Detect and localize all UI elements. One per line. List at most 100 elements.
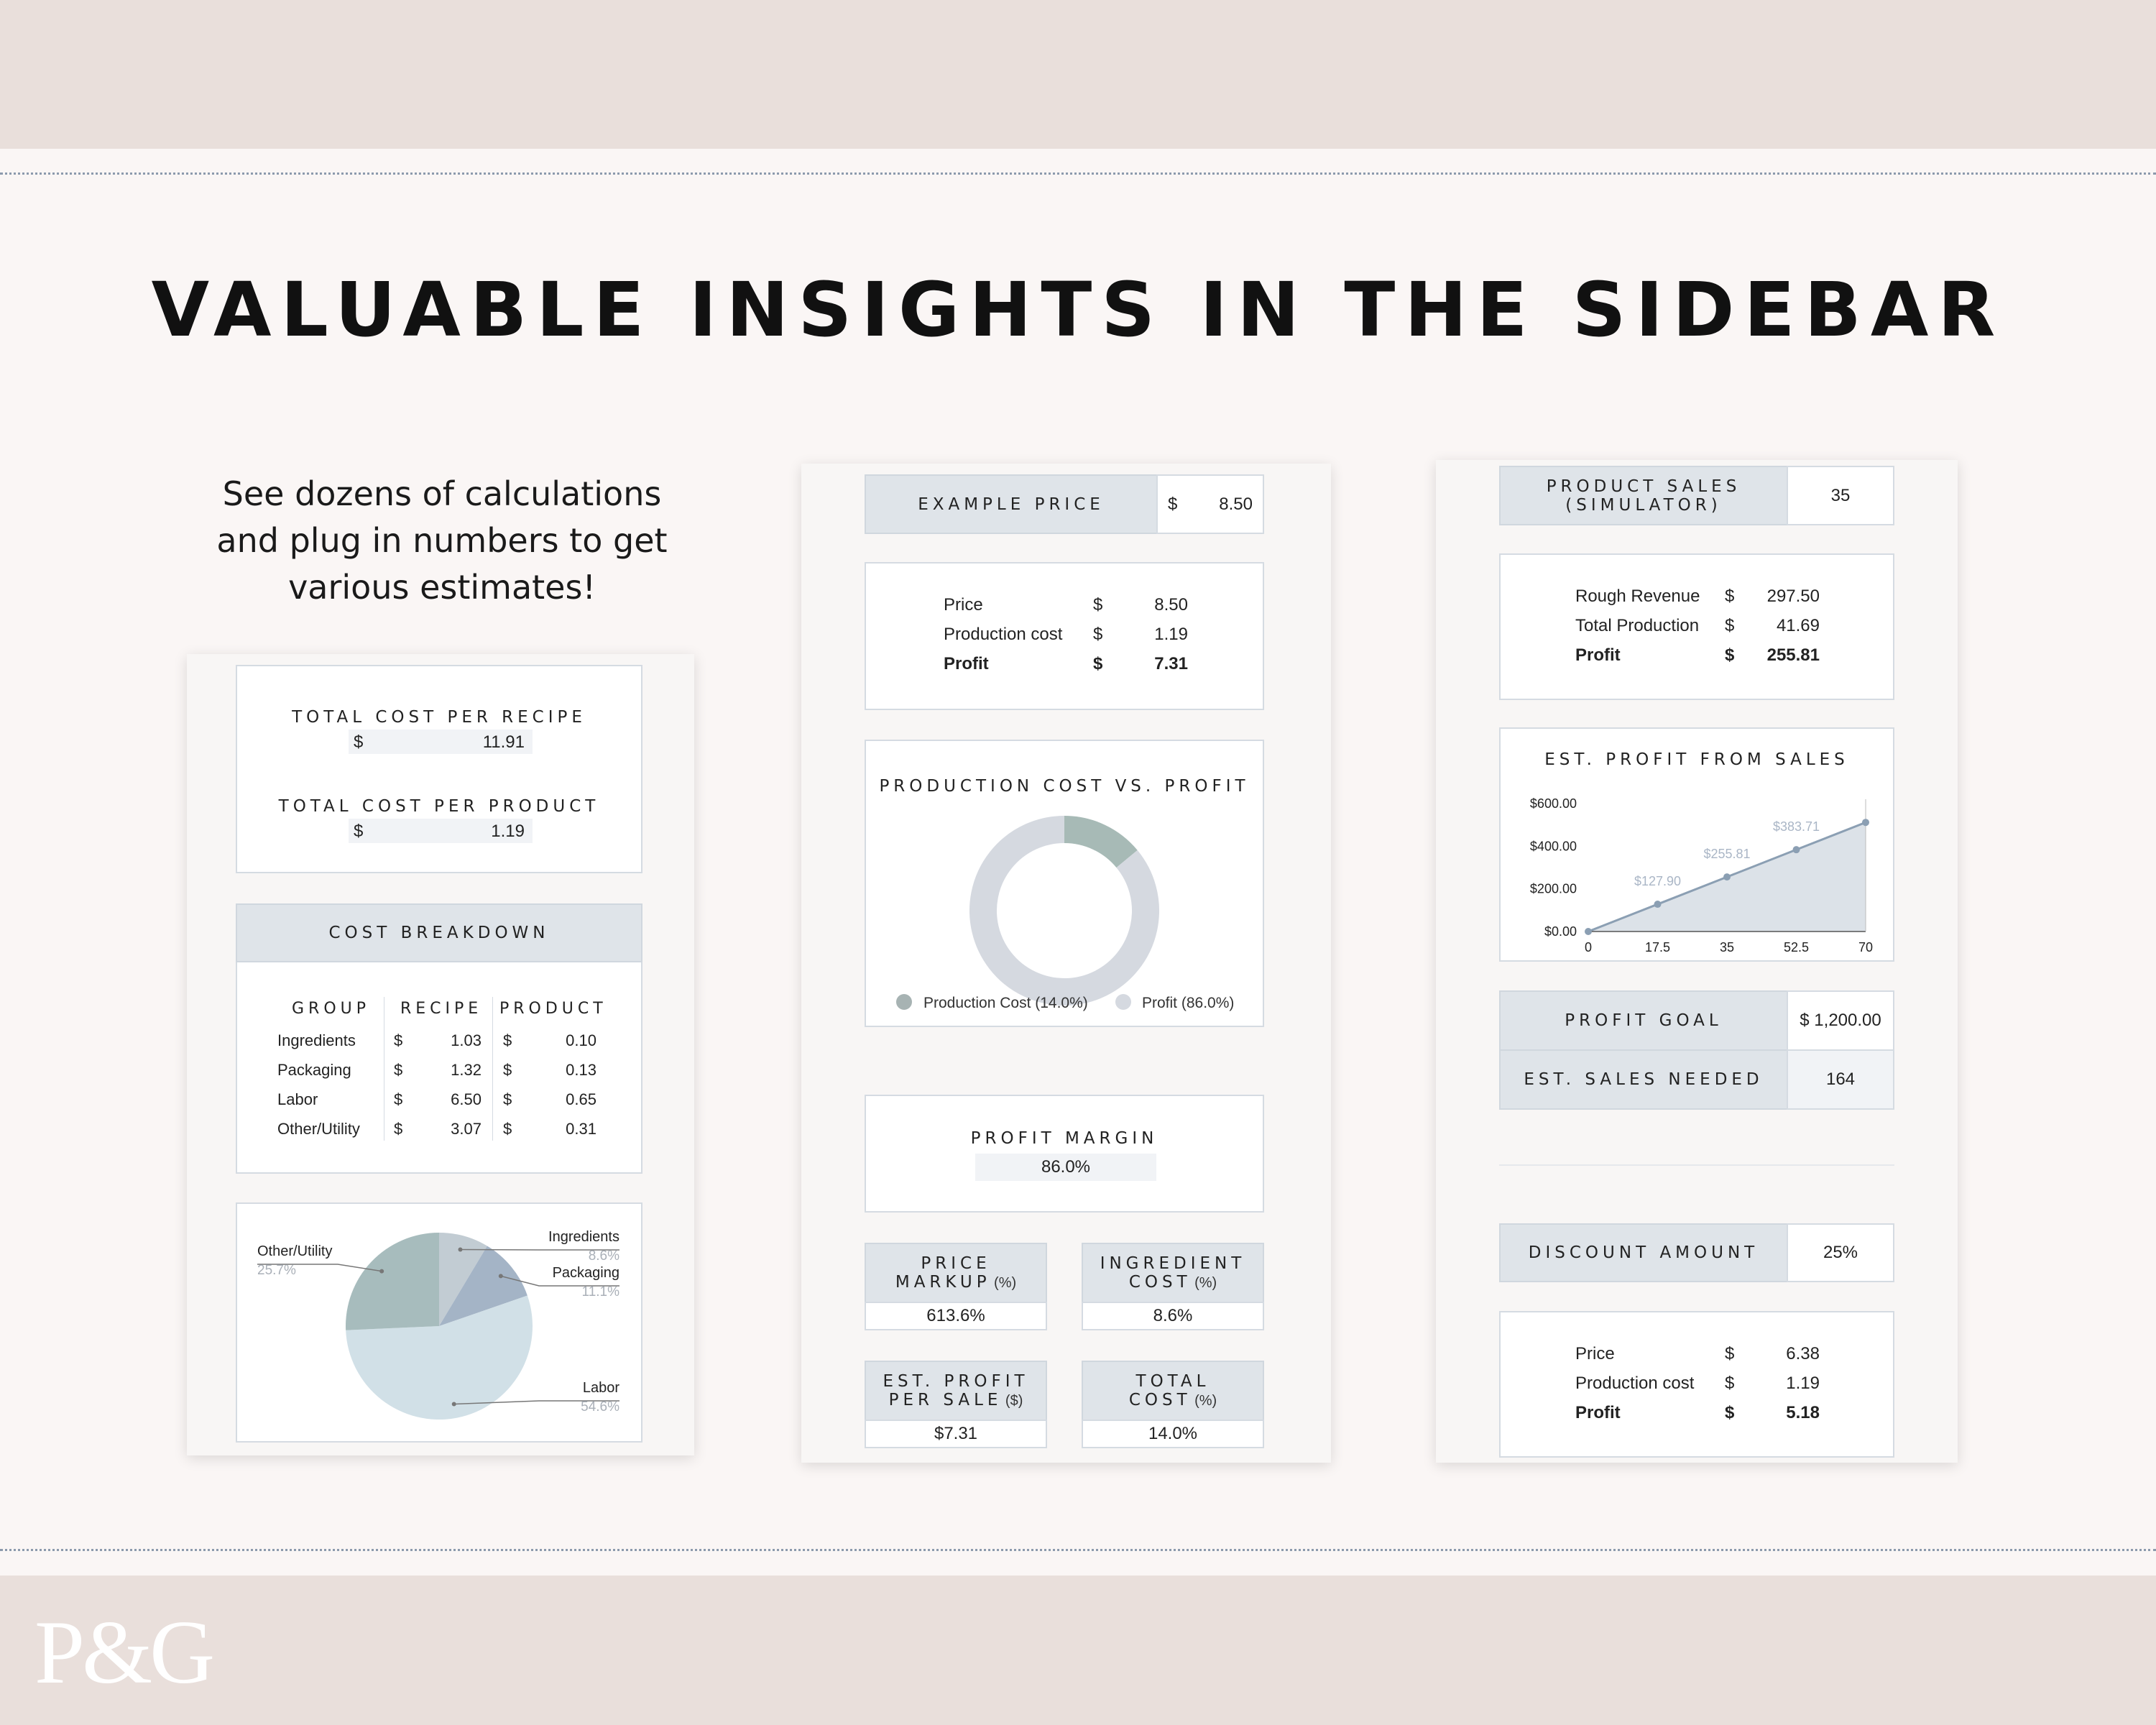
middle-sidebar-panel: EXAMPLE PRICE $ 8.50 Price $8.50 Productio… [801, 464, 1331, 1463]
est-sales-needed-value: 164 [1787, 1049, 1894, 1110]
pie-label: Packaging [553, 1265, 619, 1281]
currency-symbol: $ [1725, 1374, 1735, 1393]
total-cost-card: TOTAL COST PER RECIPE $ 11.91 TOTAL COST… [236, 665, 642, 873]
discount-amount-header: DISCOUNT AMOUNT [1499, 1223, 1788, 1282]
y-tick-label: $600.00 [1530, 796, 1577, 811]
data-point [1723, 873, 1731, 881]
cost-breakdown-header: COST BREAKDOWN [236, 903, 642, 962]
currency-symbol: $ [503, 1061, 512, 1079]
stat-label: EST. PROFIT [883, 1372, 1029, 1391]
currency-symbol: $ [503, 1031, 512, 1049]
currency-symbol: $ [1725, 586, 1735, 606]
pie-leader-dot [498, 1274, 503, 1279]
currency-symbol: $ [1093, 654, 1103, 673]
chart-title: EST. PROFIT FROM SALES [1544, 750, 1849, 769]
stat-label: COST [1128, 1391, 1192, 1409]
total-cost-pct-value: 14.0% [1082, 1420, 1264, 1448]
pie-leader-dot [379, 1269, 384, 1274]
x-tick-label: 0 [1585, 940, 1592, 954]
pie-leader-dot [458, 1247, 463, 1252]
est-profit-per-sale-header: EST. PROFIT PER SALE ($) [865, 1361, 1047, 1421]
y-tick-label: $400.00 [1530, 839, 1577, 853]
right-sidebar-panel: PRODUCT SALES (SIMULATOR) 35 Rough Reven… [1436, 460, 1958, 1463]
cost-breakdown-card: COST BREAKDOWN GROUP RECIPE PRODUCT Ingr… [236, 903, 642, 1174]
data-point [1792, 846, 1800, 854]
summary-label: Profit [1575, 645, 1621, 665]
summary-label: Price [1575, 1344, 1615, 1363]
pie-pct: 8.6% [589, 1248, 619, 1264]
breakdown-group: Labor [277, 1090, 318, 1108]
profit-goal-input[interactable]: $ 1,200.00 [1787, 990, 1894, 1051]
summary-value: 7.31 [1154, 654, 1188, 673]
profit-margin-value: 86.0% [975, 1154, 1156, 1181]
summary-value: 297.50 [1766, 586, 1820, 606]
stat-unit: (%) [1194, 1275, 1217, 1291]
column-header-group: GROUP [292, 1000, 371, 1018]
intro-line: various estimates! [288, 568, 596, 607]
revenue-summary-card: Rough Revenue $297.50 Total Production $41.… [1499, 553, 1894, 700]
discount-amount-input[interactable]: 25% [1787, 1223, 1894, 1282]
currency-symbol: $ [394, 1061, 403, 1079]
pie-label: Ingredients [548, 1229, 619, 1245]
currency-symbol: $ [503, 1090, 512, 1108]
summary-label: Profit [944, 654, 989, 673]
page-title: VALUABLE INSIGHTS IN THE SIDEBAR [151, 266, 2005, 354]
total-cost-per-recipe-field[interactable] [349, 730, 533, 754]
section-divider [1499, 1164, 1894, 1166]
pie-slice-ingredients [439, 1233, 487, 1326]
example-price-input[interactable]: $ 8.50 [1156, 474, 1264, 534]
legend-production-cost: Production Cost (14.0%) [923, 995, 1088, 1011]
breakdown-group: Other/Utility [277, 1120, 360, 1138]
currency-symbol: $ [1093, 595, 1103, 615]
production-vs-profit-card: PRODUCTION COST VS. PROFIT Production Co… [865, 740, 1264, 1027]
ingredient-cost-header: INGREDIENT COST (%) [1082, 1243, 1264, 1303]
top-dotted-divider [0, 172, 2156, 175]
data-point [1862, 819, 1869, 827]
example-price-label: EXAMPLE PRICE [918, 494, 1105, 514]
brand-logo: P&G [34, 1603, 215, 1703]
legend-swatch-profit [1115, 994, 1131, 1010]
summary-label: Production cost [1575, 1374, 1695, 1393]
x-tick-label: 17.5 [1645, 940, 1670, 954]
y-tick-label: $0.00 [1544, 924, 1577, 939]
stat-label: PRICE [921, 1254, 991, 1273]
breakdown-group: Packaging [277, 1061, 351, 1079]
summary-value: 255.81 [1766, 645, 1820, 665]
donut-segment-production-cost [1064, 816, 1138, 868]
bottom-band [0, 1576, 2156, 1725]
breakdown-recipe-value: 1.32 [451, 1061, 482, 1079]
breakdown-recipe-value: 3.07 [451, 1120, 482, 1138]
data-point [1654, 901, 1662, 908]
product-sales-simulator-input[interactable]: 35 [1787, 466, 1894, 525]
breakdown-recipe-value: 1.03 [451, 1031, 482, 1049]
summary-label: Rough Revenue [1575, 586, 1700, 606]
currency-symbol: $ [354, 822, 364, 841]
est-sales-needed-label: EST. SALES NEEDED [1524, 1070, 1764, 1089]
total-cost-per-product-field[interactable] [349, 819, 533, 843]
data-point [1585, 928, 1592, 935]
profit-goal-header: PROFIT GOAL [1499, 990, 1788, 1051]
breakdown-product-value: 0.31 [566, 1120, 596, 1138]
ingredient-cost-value: 8.6% [1082, 1302, 1264, 1330]
cost-breakdown-title: COST BREAKDOWN [328, 924, 550, 942]
currency-symbol: $ [1725, 1403, 1735, 1422]
breakdown-recipe-value: 6.50 [451, 1090, 482, 1108]
currency-symbol: $ [394, 1090, 403, 1108]
intro-line: and plug in numbers to get [216, 521, 668, 560]
summary-value: 41.69 [1776, 616, 1820, 635]
total-cost-per-product-value: 1.19 [491, 822, 525, 841]
pie-leader-line [453, 1400, 619, 1405]
stat-unit: ($) [1005, 1393, 1023, 1409]
discount-amount-label: DISCOUNT AMOUNT [1528, 1243, 1759, 1262]
summary-label: Production cost [944, 625, 1063, 644]
pie-label: Labor [583, 1380, 619, 1396]
price-markup-value: 613.6% [865, 1302, 1047, 1330]
currency-symbol: $ [1725, 1344, 1735, 1363]
x-tick-label: 35 [1720, 940, 1734, 954]
price-summary-card: Price $8.50 Production cost $1.19 Profit $7.3… [865, 562, 1264, 710]
example-price-value: 8.50 [1219, 494, 1253, 514]
currency-symbol: $ [394, 1031, 403, 1049]
legend-swatch-production-cost [896, 994, 912, 1010]
example-price-header: EXAMPLE PRICE [865, 474, 1158, 534]
currency-symbol: $ [1093, 625, 1103, 644]
